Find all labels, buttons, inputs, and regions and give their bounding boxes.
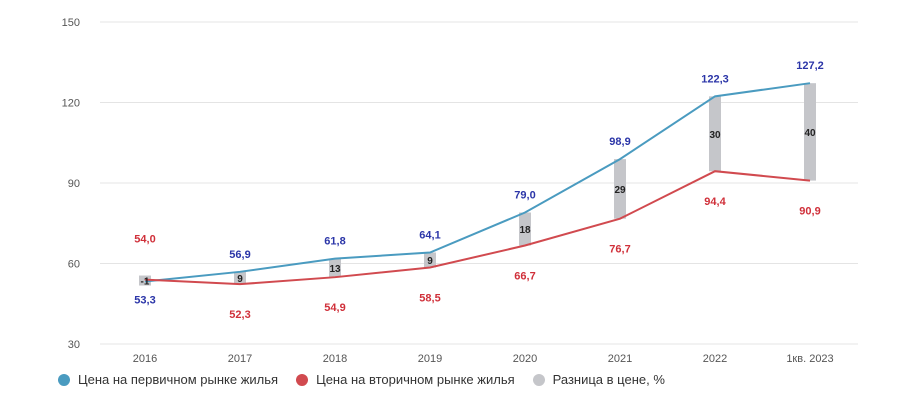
difference-bar [804, 83, 816, 181]
difference-bar [234, 271, 246, 285]
difference-bar [329, 258, 341, 278]
secondary-value-label: 52,3 [229, 309, 250, 321]
x-axis-ticks: 2016 2017 2018 2019 2020 2021 2022 1кв. 2023 [133, 353, 834, 365]
y-axis-ticks: 150 120 90 60 30 [62, 17, 80, 351]
primary-value-label: 127,2 [796, 60, 824, 72]
legend-item-primary[interactable]: Цена на первичном рынке жилья [58, 372, 278, 387]
x-tick-label: 2021 [608, 353, 632, 365]
legend: Цена на первичном рынке жилья Цена на вт… [58, 372, 665, 387]
x-tick-label: 2016 [133, 353, 157, 365]
primary-value-label: 56,9 [229, 249, 250, 261]
secondary-value-label: 76,7 [609, 244, 630, 256]
primary-value-label: 122,3 [701, 73, 729, 85]
y-tick-label: 90 [68, 178, 80, 190]
difference-label: -1 [141, 277, 150, 288]
difference-label: 30 [709, 130, 721, 141]
legend-item-secondary[interactable]: Цена на вторичном рынке жилья [296, 372, 515, 387]
secondary-value-label: 94,4 [704, 196, 726, 208]
chart: 150 120 90 60 30 2016 2017 2018 2019 2020 2021 202… [62, 17, 858, 365]
difference-label: 9 [427, 256, 433, 267]
x-tick-label: 2017 [228, 353, 252, 365]
legend-difference-marker [532, 373, 545, 386]
secondary-market-line [144, 170, 811, 286]
data-labels: -1 9 13 9 18 29 30 40 53,3 56,9 61,8 64,1 79,0 98,9 12… [134, 60, 823, 321]
secondary-value-label: 58,5 [419, 293, 440, 305]
primary-value-label: 53,3 [134, 294, 155, 306]
secondary-value-label: 90,9 [799, 206, 820, 218]
legend-item-difference[interactable]: Разница в цене, % [532, 372, 665, 387]
x-tick-label: 2019 [418, 353, 442, 365]
primary-value-label: 64,1 [419, 229, 440, 241]
difference-label: 9 [237, 274, 243, 285]
legend-difference-label: Разница в цене, % [552, 372, 665, 387]
secondary-value-label: 54,9 [324, 302, 345, 314]
y-tick-label: 30 [68, 339, 80, 351]
difference-label: 18 [519, 225, 531, 236]
x-tick-label: 1кв. 2023 [786, 353, 833, 365]
legend-secondary-marker [296, 373, 309, 386]
legend-secondary-label: Цена на вторичном рынке жилья [316, 372, 515, 387]
y-tick-label: 120 [62, 98, 80, 110]
difference-bar [614, 159, 626, 219]
x-tick-label: 2020 [513, 353, 537, 365]
chart-grid [100, 21, 858, 345]
series-lines [144, 82, 811, 286]
difference-bar [424, 252, 436, 268]
difference-bar [519, 212, 531, 246]
legend-primary-marker [58, 373, 70, 386]
y-tick-label: 150 [62, 17, 80, 29]
legend-primary-label: Цена на первичном рынке жилья [78, 372, 279, 387]
y-tick-label: 60 [68, 259, 80, 271]
primary-value-label: 79,0 [514, 190, 535, 202]
difference-bar [709, 96, 721, 172]
difference-label: 13 [329, 264, 341, 275]
primary-value-label: 98,9 [609, 136, 630, 148]
secondary-value-label: 66,7 [514, 271, 535, 283]
primary-market-line [144, 82, 811, 283]
difference-label: 40 [804, 128, 816, 139]
primary-value-label: 61,8 [324, 236, 345, 248]
difference-label: 29 [614, 185, 626, 196]
secondary-value-label: 54,0 [134, 234, 155, 246]
x-tick-label: 2022 [703, 353, 727, 365]
x-tick-label: 2018 [323, 353, 347, 365]
